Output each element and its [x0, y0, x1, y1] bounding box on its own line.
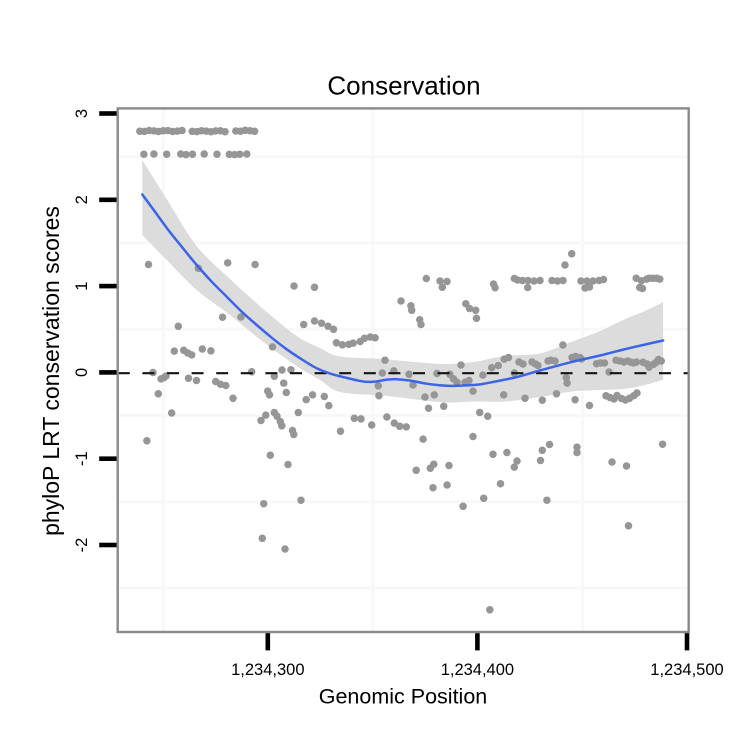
svg-text:-2: -2	[73, 538, 91, 553]
svg-text:0: 0	[73, 368, 91, 377]
svg-text:-1: -1	[73, 451, 91, 466]
svg-text:1: 1	[73, 282, 91, 291]
svg-text:2: 2	[73, 195, 91, 204]
svg-text:1,234,300: 1,234,300	[231, 661, 304, 679]
svg-text:phyloP LRT conservation scores: phyloP LRT conservation scores	[38, 206, 64, 536]
svg-text:1,234,500: 1,234,500	[650, 661, 723, 679]
svg-text:1,234,400: 1,234,400	[441, 661, 514, 679]
svg-text:3: 3	[73, 109, 91, 118]
svg-text:Genomic Position: Genomic Position	[319, 685, 488, 709]
svg-text:Conservation: Conservation	[327, 71, 480, 101]
